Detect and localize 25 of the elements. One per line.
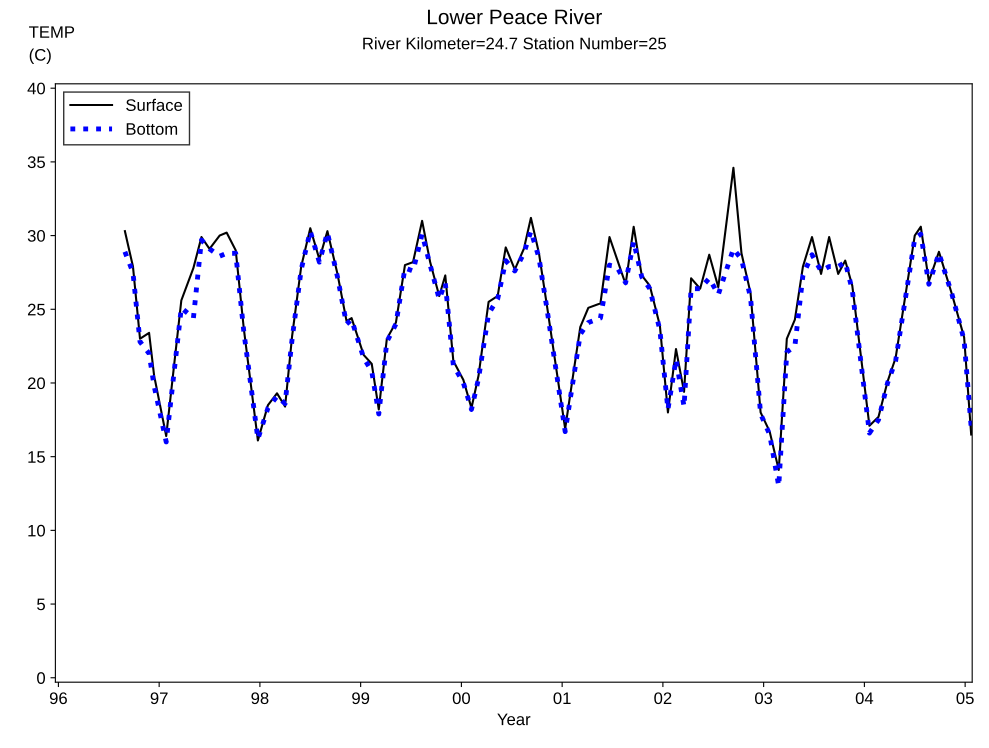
chart-title: Lower Peace River [428, 8, 602, 24]
y-tick-label: 30 [28, 230, 46, 242]
x-tick-label: 04 [856, 692, 874, 704]
x-tick-label: 01 [554, 692, 571, 704]
y-tick-label: 35 [28, 156, 45, 168]
x-tick-label: 00 [452, 692, 470, 704]
x-tick-label: 03 [755, 692, 772, 704]
chart-subtitle: River Kilometer=24.7 Station Number=25 [363, 37, 666, 50]
x-tick-label: 96 [50, 692, 67, 704]
x-tick-label: 05 [956, 692, 974, 704]
x-tick-label: 99 [352, 692, 370, 704]
x-tick-label: 98 [251, 692, 268, 704]
y-axis-title: TEMP (C) [29, 26, 74, 64]
x-tick-label: 97 [150, 692, 168, 704]
x-tick-label: 02 [654, 692, 672, 704]
y-tick-label: 20 [28, 377, 46, 390]
y-tick-label: 10 [28, 524, 46, 537]
x-axis-title: Year [497, 714, 530, 726]
legend-label: Bottom [126, 123, 178, 135]
legend-label: Surface [126, 98, 182, 112]
y-tick-label: 25 [28, 304, 45, 316]
y-tick-label: 40 [28, 82, 46, 94]
y-tick-label: 0 [37, 672, 46, 684]
y-tick-label: 5 [37, 598, 45, 610]
y-tick-label: 15 [28, 451, 45, 463]
